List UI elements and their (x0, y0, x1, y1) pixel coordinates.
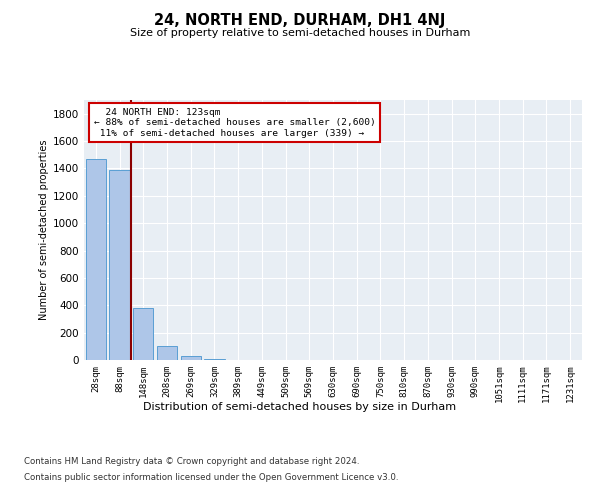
Y-axis label: Number of semi-detached properties: Number of semi-detached properties (39, 140, 49, 320)
Text: Size of property relative to semi-detached houses in Durham: Size of property relative to semi-detach… (130, 28, 470, 38)
Bar (133, 308, 154, 360)
Bar (109, 170, 130, 360)
Text: 24, NORTH END, DURHAM, DH1 4NJ: 24, NORTH END, DURHAM, DH1 4NJ (154, 12, 446, 28)
Bar (86, 159, 106, 360)
Bar (157, 346, 177, 360)
Bar (181, 356, 201, 360)
Text: Contains HM Land Registry data © Crown copyright and database right 2024.: Contains HM Land Registry data © Crown c… (24, 458, 359, 466)
Text: 24 NORTH END: 123sqm  
← 88% of semi-detached houses are smaller (2,600)
 11% of: 24 NORTH END: 123sqm ← 88% of semi-detac… (94, 108, 376, 138)
Text: Distribution of semi-detached houses by size in Durham: Distribution of semi-detached houses by … (143, 402, 457, 412)
Text: Contains public sector information licensed under the Open Government Licence v3: Contains public sector information licen… (24, 472, 398, 482)
